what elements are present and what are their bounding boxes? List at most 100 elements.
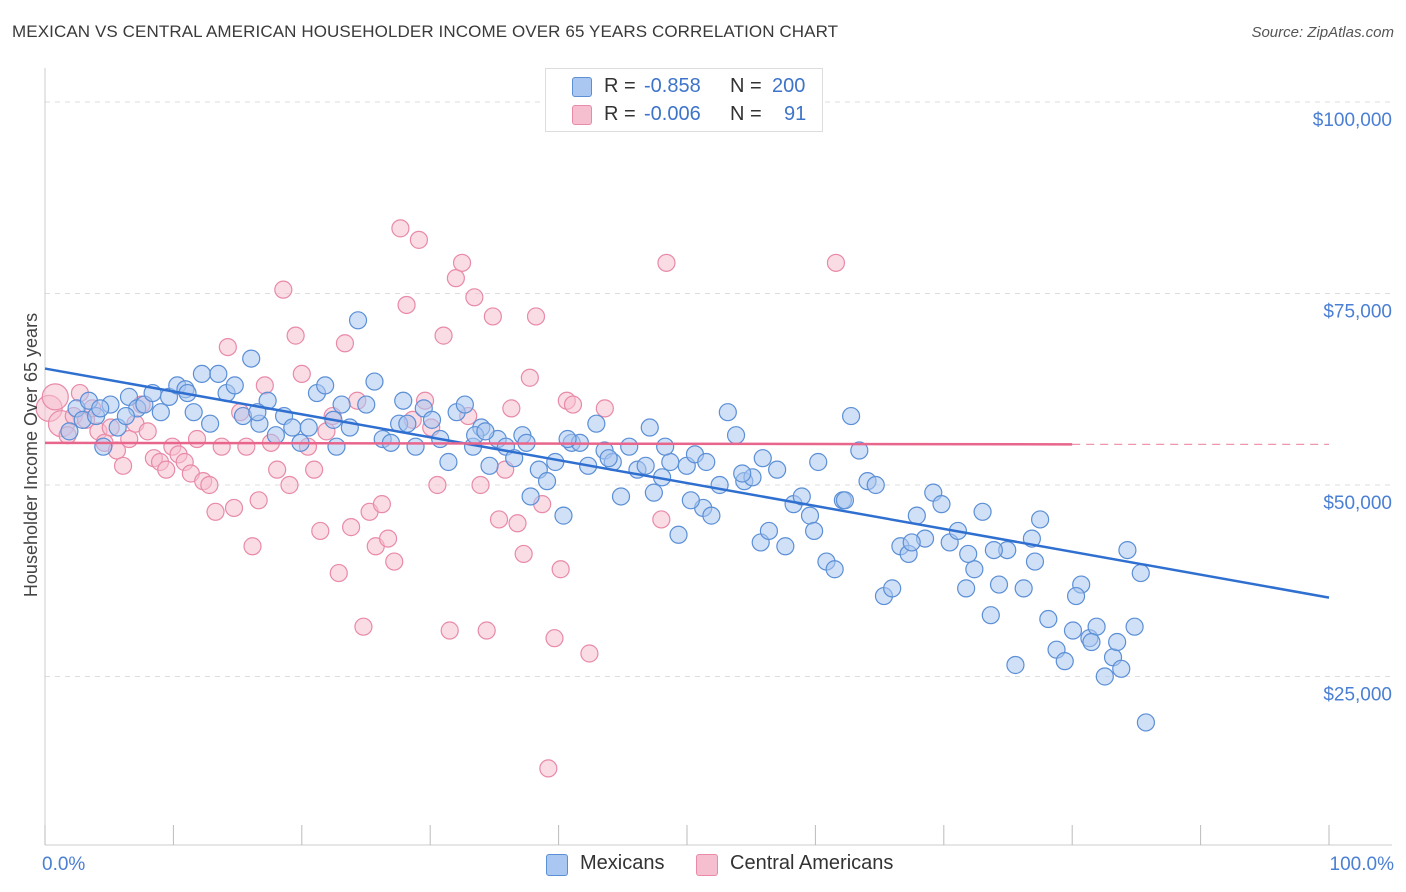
- mexicans-point: [957, 579, 976, 598]
- correlation-legend: R = -0.858 N = 200 R = -0.006 N = 91: [545, 68, 823, 132]
- central-americans-point: [292, 364, 311, 384]
- mexicans-point: [225, 376, 244, 395]
- mexicans-point: [394, 391, 413, 410]
- mexicans-point: [1030, 510, 1050, 529]
- legend-r-value-1: -0.858: [644, 75, 701, 97]
- central-americans-point: [157, 460, 176, 479]
- axes: [44, 68, 1392, 846]
- mexicans-point: [1063, 621, 1083, 640]
- central-americans-point: [224, 498, 244, 518]
- mexicans-point: [1039, 609, 1058, 629]
- central-americans-point: [508, 514, 527, 533]
- y-tick-label: $75,000: [1323, 301, 1392, 322]
- central-americans-point: [520, 368, 539, 387]
- mexicans-point: [661, 452, 680, 472]
- legend-n-value-2: 91: [784, 103, 807, 125]
- mexicans-point: [348, 311, 368, 330]
- mexicans-point: [116, 406, 135, 426]
- central-americans-point: [200, 475, 219, 495]
- mexicans-point: [907, 506, 926, 525]
- mexicans-point: [521, 487, 540, 506]
- mexicans-point: [283, 418, 302, 437]
- mexicans-point: [984, 540, 1003, 560]
- mexicans-point: [587, 414, 606, 433]
- central-americans-point: [274, 280, 293, 299]
- mexicans-point: [242, 349, 261, 368]
- mexicans-point: [151, 403, 170, 422]
- central-americans-point: [657, 253, 676, 272]
- central-americans-point: [428, 475, 447, 495]
- y-tick-label: $25,000: [1323, 684, 1392, 705]
- mexicans-point: [959, 544, 978, 564]
- central-americans-point: [280, 475, 299, 495]
- mexicans-point: [1131, 563, 1150, 583]
- central-americans-point: [502, 399, 521, 418]
- mexicans-point: [184, 403, 203, 422]
- central-americans-point: [249, 491, 268, 510]
- mexicans-point: [1055, 652, 1074, 671]
- mexicans-point: [656, 437, 675, 456]
- mexicans-point: [768, 460, 787, 479]
- mexicans-point: [841, 406, 861, 426]
- mexicans-point: [1125, 617, 1144, 636]
- mexicans-point: [1087, 617, 1106, 636]
- mexicans-point: [455, 395, 474, 414]
- mexicans-point: [439, 452, 458, 472]
- central-americans-point: [483, 307, 502, 326]
- mexicans-point: [697, 452, 716, 472]
- mexicans-point: [554, 506, 573, 525]
- mexicans-point: [800, 506, 820, 525]
- central-americans-swatch: [572, 105, 592, 125]
- mexicans-point: [702, 506, 721, 525]
- central-americans-point: [218, 338, 237, 357]
- central-americans-point: [563, 395, 583, 414]
- mexicans-point: [718, 403, 737, 422]
- mexicans-point: [398, 414, 417, 433]
- mexicans-point: [332, 395, 351, 414]
- central-americans-points: [35, 219, 846, 778]
- mexicans-point: [733, 464, 752, 483]
- central-americans-point: [342, 518, 361, 537]
- central-americans-point: [434, 326, 453, 345]
- mexicans-point: [932, 495, 951, 514]
- mexicans-point: [316, 376, 335, 395]
- mexicans-point: [1108, 632, 1127, 652]
- mexicans-point: [611, 487, 631, 506]
- central-americans-point: [465, 288, 484, 307]
- mexicans-trend-line: [44, 367, 1330, 599]
- mexicans-point: [201, 414, 220, 433]
- mexicans-point: [1006, 655, 1025, 675]
- chart-title: MEXICAN VS CENTRAL AMERICAN HOUSEHOLDER …: [12, 22, 839, 41]
- mexicans-swatch: [572, 77, 592, 97]
- central-americans-point: [311, 521, 330, 541]
- tick-labels: $25,000 $50,000 $75,000 $100,000 0.0% 100.0%: [42, 110, 1394, 875]
- central-americans-point: [471, 475, 490, 495]
- y-axis-label: Householder Income Over 65 years: [21, 313, 41, 597]
- central-americans-point: [440, 621, 459, 640]
- central-americans-point: [826, 253, 846, 272]
- central-americans-point: [138, 422, 157, 441]
- mexicans-points: [60, 311, 1156, 732]
- mexicans-point: [1136, 713, 1156, 732]
- central-americans-point: [187, 429, 207, 449]
- mexicans-point: [850, 441, 869, 460]
- central-americans-point: [41, 383, 69, 411]
- mexicans-legend-label: Mexicans: [580, 852, 665, 874]
- central-americans-point: [113, 456, 133, 475]
- legend-r-label-1: R =: [604, 75, 636, 97]
- central-americans-point: [539, 759, 558, 778]
- mexicans-point: [1025, 552, 1045, 571]
- mexicans-point: [299, 418, 318, 437]
- mexicans-point: [558, 429, 577, 449]
- mexicans-legend-swatch: [546, 854, 568, 876]
- central-americans-point: [551, 560, 570, 579]
- central-americans-point: [489, 510, 509, 529]
- mexicans-point: [681, 491, 700, 510]
- central-americans-point: [580, 644, 599, 663]
- mexicans-point: [422, 410, 442, 429]
- central-americans-point: [237, 437, 256, 456]
- mexicans-point: [1112, 659, 1131, 678]
- central-americans-point: [526, 307, 546, 326]
- central-americans-point: [595, 399, 614, 418]
